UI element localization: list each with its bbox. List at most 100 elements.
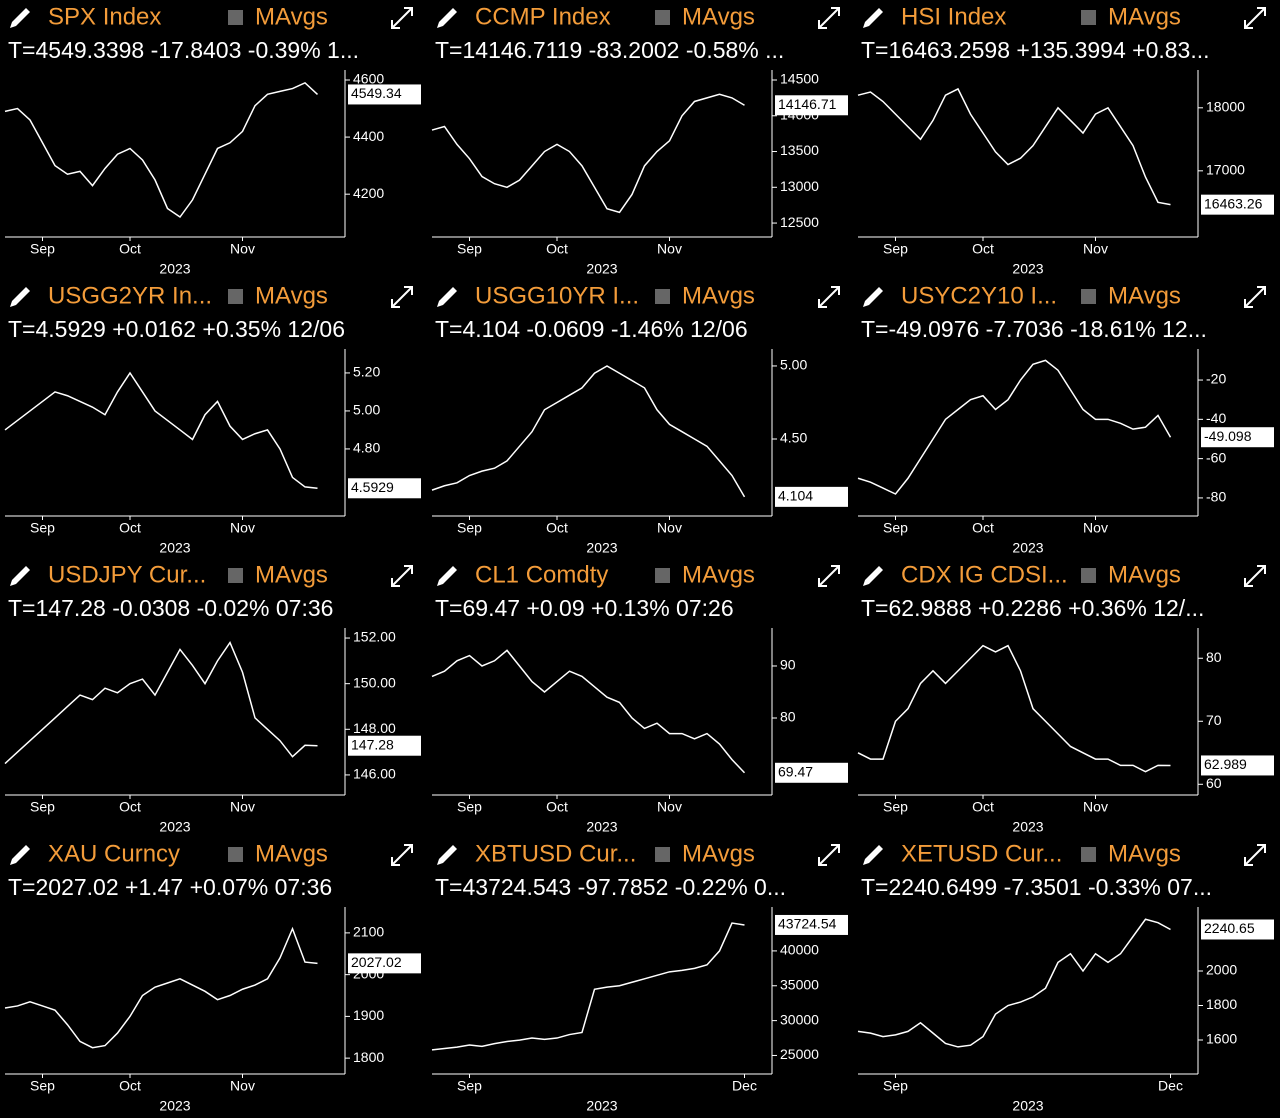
last-value-box bbox=[1201, 194, 1274, 215]
pencil-icon[interactable] bbox=[437, 566, 457, 586]
y-tick-label: -80 bbox=[1206, 489, 1226, 505]
last-value-label: 4.104 bbox=[778, 488, 813, 504]
price-line bbox=[857, 644, 1171, 773]
x-axis-label: 2023 bbox=[159, 261, 190, 277]
mavgs-checkbox[interactable] bbox=[228, 289, 243, 304]
pencil-icon[interactable] bbox=[10, 566, 30, 586]
expand-icon[interactable] bbox=[1244, 286, 1266, 308]
pencil-icon[interactable] bbox=[863, 566, 883, 586]
last-value-label: 43724.54 bbox=[778, 916, 837, 932]
panel-title: XAU Curncy bbox=[48, 840, 180, 867]
mavgs-label: MAvgs bbox=[255, 561, 328, 588]
x-tick-label: Dec bbox=[1158, 1078, 1183, 1094]
last-value-box bbox=[1201, 427, 1274, 448]
expand-icon[interactable] bbox=[391, 7, 413, 29]
x-tick-label: Oct bbox=[119, 1078, 141, 1094]
expand-icon[interactable] bbox=[1244, 844, 1266, 866]
chart-panel: USYC2Y10 I... MAvgs T=-49.0976 -7.7036 -18… bbox=[857, 282, 1274, 556]
expand-icon[interactable] bbox=[818, 565, 840, 587]
chart-panel: XAU Curncy MAvgs T=2027.02 +1.47 +0.07% 07… bbox=[4, 840, 421, 1114]
y-tick-label: 12500 bbox=[780, 214, 819, 230]
last-value-label: -49.098 bbox=[1204, 428, 1252, 444]
price-line bbox=[4, 926, 318, 1049]
y-tick-label: 80 bbox=[780, 709, 796, 725]
expand-icon[interactable] bbox=[1244, 565, 1266, 587]
quote-line: T=4.104 -0.0609 -1.46% 12/06 bbox=[435, 316, 748, 342]
x-tick-label: Sep bbox=[883, 799, 908, 815]
pencil-icon[interactable] bbox=[437, 287, 457, 307]
quote-line: T=147.28 -0.0308 -0.02% 07:36 bbox=[8, 595, 333, 621]
price-line bbox=[857, 918, 1171, 1048]
mavgs-checkbox[interactable] bbox=[1081, 289, 1096, 304]
x-axis-label: 2023 bbox=[159, 819, 190, 835]
y-tick-label: 5.00 bbox=[780, 357, 807, 373]
mavgs-checkbox[interactable] bbox=[655, 568, 670, 583]
mavgs-checkbox[interactable] bbox=[228, 568, 243, 583]
y-tick-label: 90 bbox=[780, 657, 796, 673]
mavgs-checkbox[interactable] bbox=[655, 10, 670, 25]
last-value-label: 2240.65 bbox=[1204, 920, 1255, 936]
last-value-label: 4549.34 bbox=[351, 85, 402, 101]
mavgs-label: MAvgs bbox=[255, 282, 328, 309]
mavgs-checkbox[interactable] bbox=[655, 847, 670, 862]
mavgs-checkbox[interactable] bbox=[228, 10, 243, 25]
expand-icon[interactable] bbox=[818, 7, 840, 29]
pencil-icon[interactable] bbox=[437, 845, 457, 865]
pencil-icon[interactable] bbox=[863, 845, 883, 865]
x-tick-label: Nov bbox=[230, 1078, 255, 1094]
x-tick-label: Sep bbox=[457, 1078, 482, 1094]
x-axis-label: 2023 bbox=[159, 540, 190, 556]
pencil-icon[interactable] bbox=[10, 845, 30, 865]
expand-icon[interactable] bbox=[818, 286, 840, 308]
x-tick-label: Oct bbox=[546, 520, 568, 536]
last-value-box bbox=[348, 735, 421, 756]
expand-icon[interactable] bbox=[391, 286, 413, 308]
y-tick-label: 4.80 bbox=[353, 440, 380, 456]
x-tick-label: Sep bbox=[30, 799, 55, 815]
mavgs-checkbox[interactable] bbox=[1081, 568, 1096, 583]
mavgs-checkbox[interactable] bbox=[228, 847, 243, 862]
x-tick-label: Nov bbox=[230, 520, 255, 536]
x-tick-label: Sep bbox=[30, 241, 55, 257]
y-tick-label: 152.00 bbox=[353, 629, 396, 645]
expand-icon[interactable] bbox=[391, 565, 413, 587]
expand-icon[interactable] bbox=[391, 844, 413, 866]
price-line bbox=[431, 922, 745, 1051]
price-line bbox=[4, 81, 319, 219]
pencil-icon[interactable] bbox=[437, 8, 457, 28]
expand-icon[interactable] bbox=[818, 844, 840, 866]
x-tick-label: Sep bbox=[883, 241, 908, 257]
price-line bbox=[431, 649, 746, 774]
y-tick-label: 4600 bbox=[353, 71, 384, 87]
y-tick-label: 4200 bbox=[353, 185, 384, 201]
expand-icon[interactable] bbox=[1244, 7, 1266, 29]
x-axis-label: 2023 bbox=[586, 540, 617, 556]
last-value-label: 4.5929 bbox=[351, 479, 394, 495]
y-tick-label: 40000 bbox=[780, 942, 819, 958]
pencil-icon[interactable] bbox=[10, 287, 30, 307]
mavgs-label: MAvgs bbox=[255, 840, 328, 867]
mavgs-checkbox[interactable] bbox=[1081, 847, 1096, 862]
price-line bbox=[431, 365, 746, 498]
mavgs-checkbox[interactable] bbox=[655, 289, 670, 304]
panel-title: HSI Index bbox=[901, 3, 1006, 30]
mavgs-checkbox[interactable] bbox=[1081, 10, 1096, 25]
x-tick-label: Nov bbox=[657, 799, 682, 815]
x-tick-label: Nov bbox=[1083, 799, 1108, 815]
chart-panel: XETUSD Cur... MAvgs T=2240.6499 -7.3501 -0… bbox=[857, 840, 1274, 1114]
panel-title: CCMP Index bbox=[475, 3, 611, 30]
chart-panel: XBTUSD Cur... MAvgs T=43724.543 -97.7852 -… bbox=[431, 840, 848, 1114]
x-tick-label: Sep bbox=[883, 1078, 908, 1094]
panel-title: CL1 Comdty bbox=[475, 561, 608, 588]
pencil-icon[interactable] bbox=[863, 287, 883, 307]
last-value-label: 62.989 bbox=[1204, 756, 1247, 772]
last-value-box bbox=[348, 478, 421, 499]
pencil-icon[interactable] bbox=[10, 8, 30, 28]
pencil-icon[interactable] bbox=[863, 8, 883, 28]
quote-line: T=4549.3398 -17.8403 -0.39% 1... bbox=[8, 37, 359, 63]
quote-line: T=-49.0976 -7.7036 -18.61% 12... bbox=[861, 316, 1207, 342]
x-axis-label: 2023 bbox=[159, 1098, 190, 1114]
last-value-box bbox=[1201, 919, 1274, 940]
y-tick-label: 17000 bbox=[1206, 162, 1245, 178]
mavgs-label: MAvgs bbox=[1108, 282, 1181, 309]
